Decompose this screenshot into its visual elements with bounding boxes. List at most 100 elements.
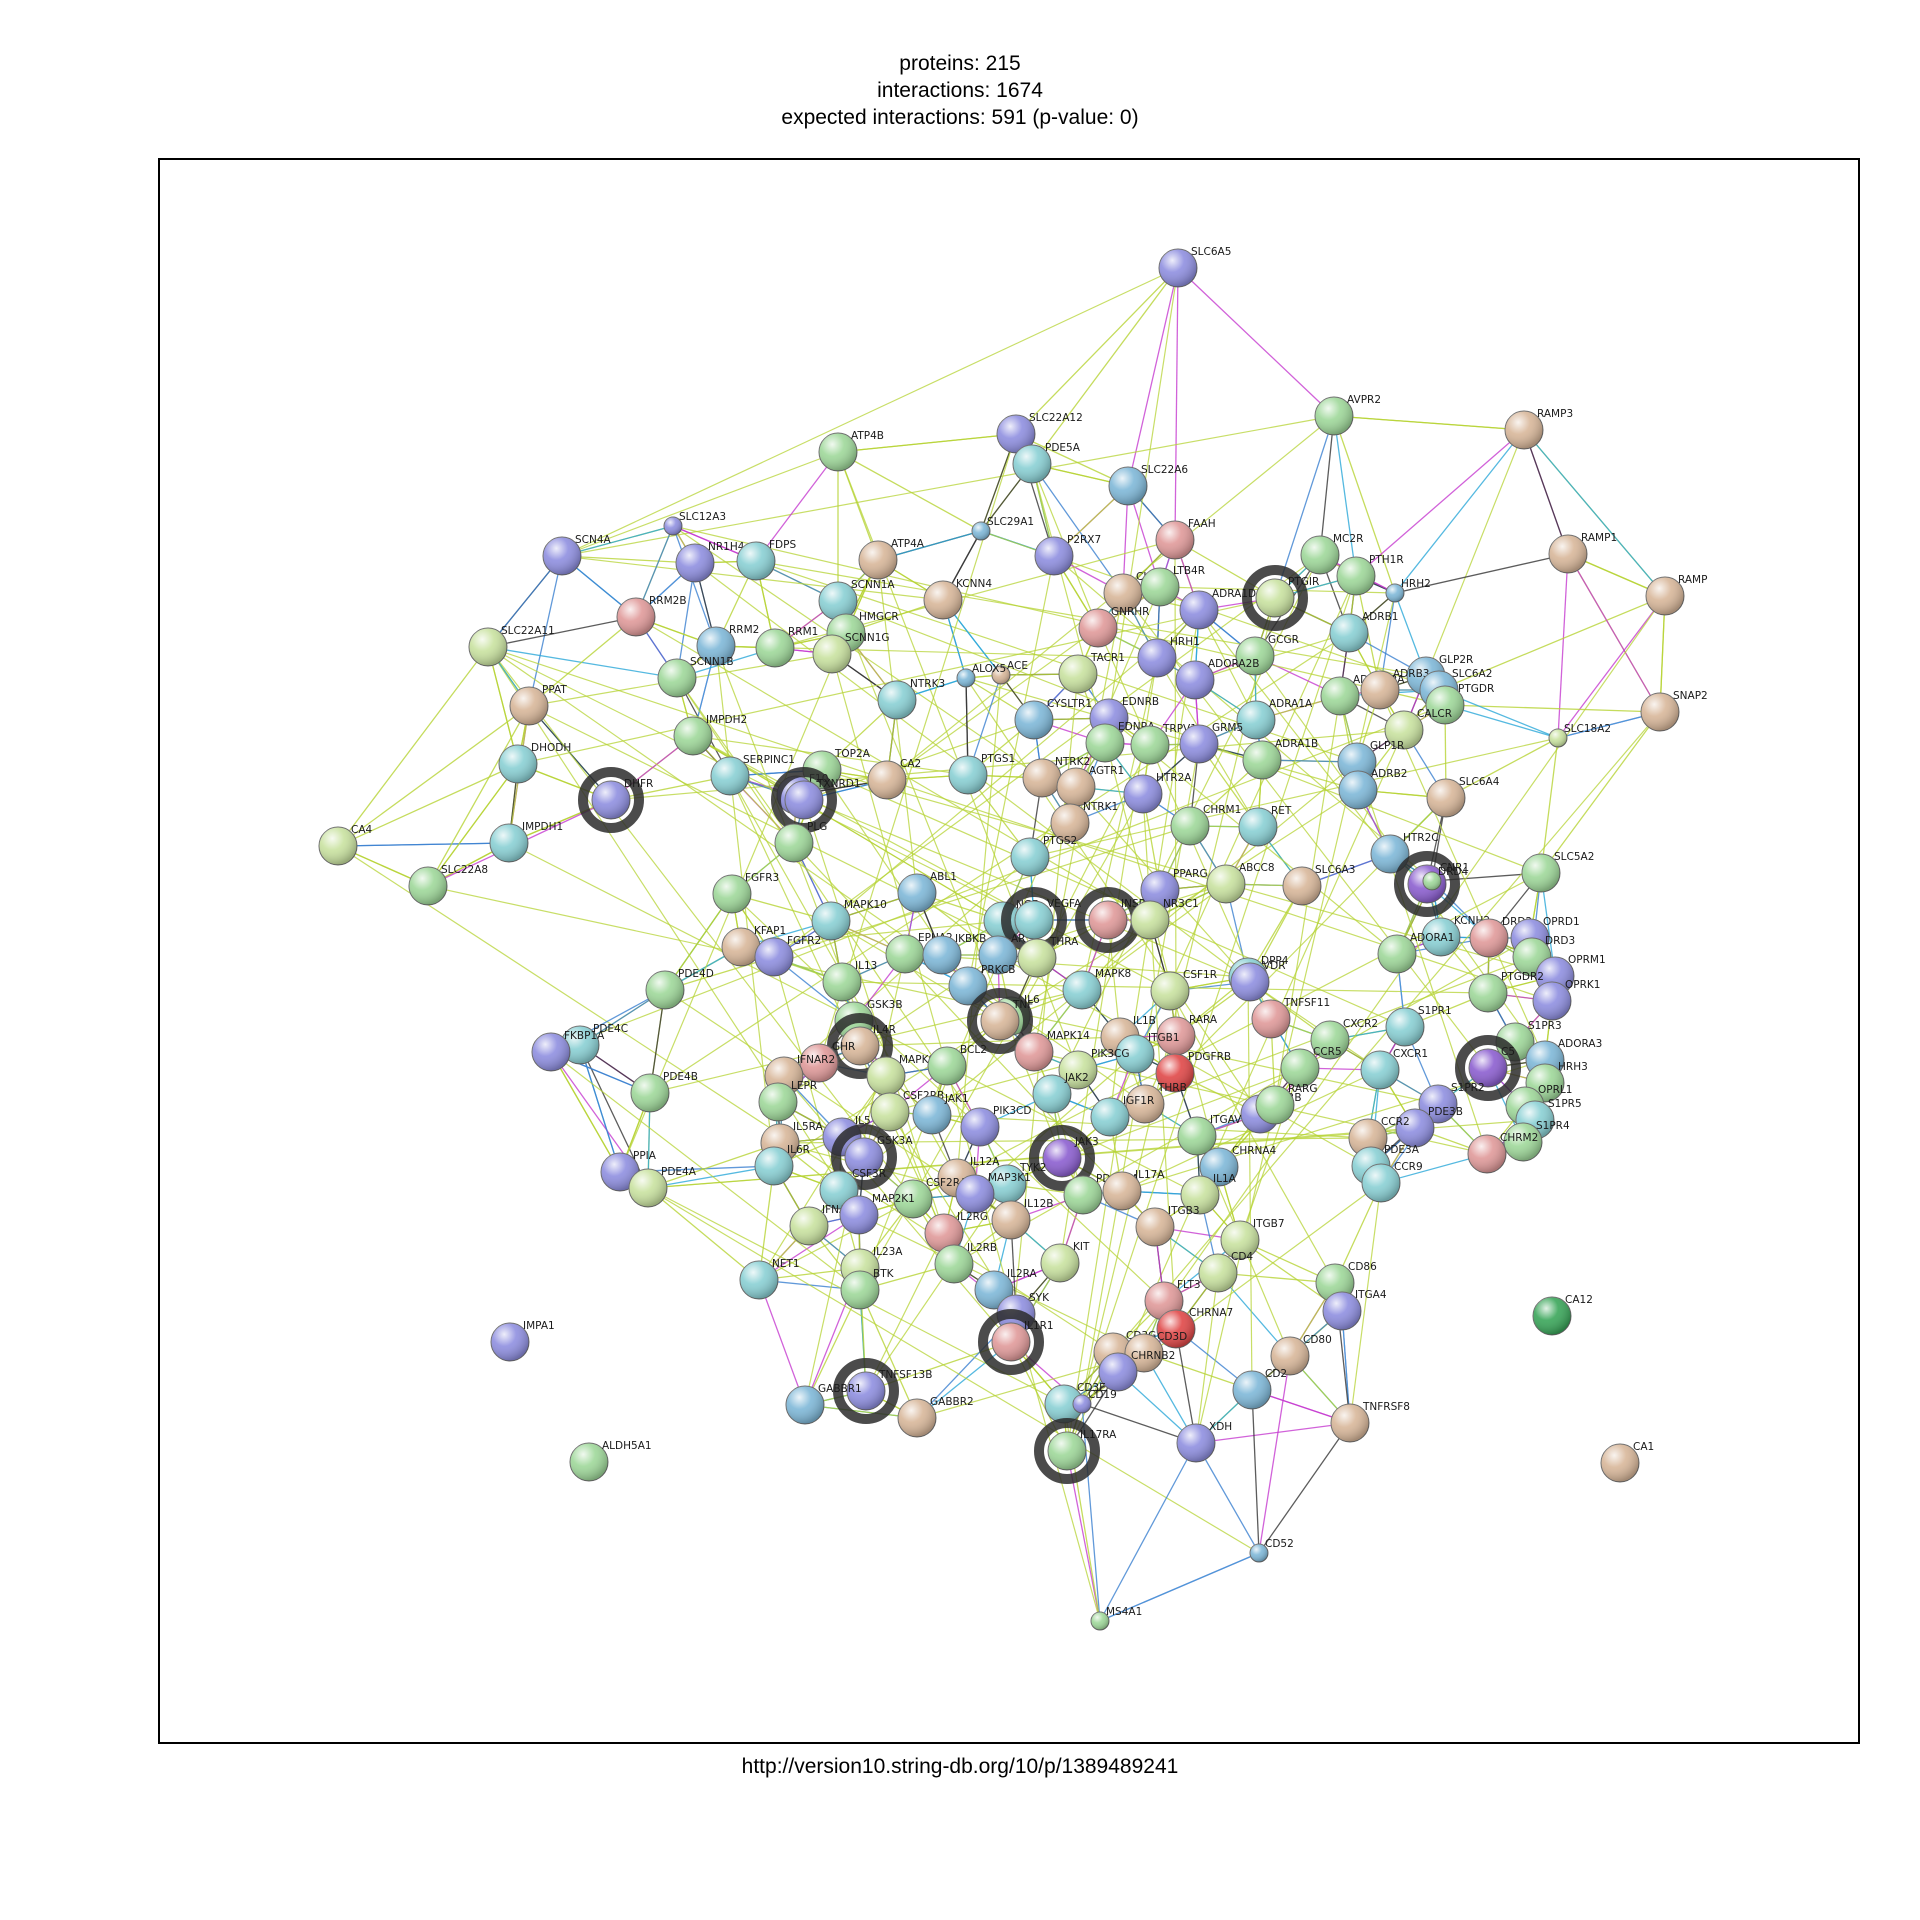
protein-node-hrh1[interactable]: HRH1	[1137, 636, 1200, 678]
protein-node-chrna7[interactable]: CHRNA7	[1156, 1307, 1233, 1349]
protein-node-ret[interactable]: RET	[1238, 805, 1292, 847]
protein-node-cd80[interactable]: CD80	[1270, 1334, 1332, 1376]
protein-node-alox5[interactable]: ALOX5	[956, 663, 1006, 688]
protein-node-gabbr1[interactable]: GABBR1	[785, 1383, 862, 1425]
protein-node-il17a[interactable]: IL17A	[1102, 1169, 1165, 1211]
protein-node-tacr1[interactable]: TACR1	[1058, 652, 1125, 694]
protein-node-ptgdr2[interactable]: PTGDR2	[1468, 971, 1544, 1013]
protein-node-pde4b[interactable]: PDE4B	[630, 1071, 698, 1113]
protein-node-cd4[interactable]: CD4	[1198, 1251, 1253, 1293]
protein-node-bcl2[interactable]: BCL2	[927, 1044, 987, 1086]
protein-node-cxcr2[interactable]: CXCR2	[1310, 1018, 1378, 1060]
protein-node-serpinc1[interactable]: SERPINC1	[710, 754, 795, 796]
protein-node-slc22a11[interactable]: SLC22A11	[468, 625, 555, 667]
protein-node-fgfr3[interactable]: FGFR3	[712, 872, 779, 914]
protein-node-pde4a[interactable]: PDE4A	[628, 1166, 697, 1208]
protein-node-glp1r[interactable]: GLP1R	[1337, 740, 1404, 782]
protein-node-faah[interactable]: FAAH	[1155, 518, 1216, 560]
protein-node-rarg[interactable]: RARG	[1255, 1083, 1318, 1125]
protein-node-itgav[interactable]: ITGAV	[1177, 1114, 1242, 1156]
protein-node-ghr[interactable]: GHR	[799, 1041, 855, 1083]
protein-node-adora1[interactable]: ADORA1	[1377, 932, 1454, 974]
protein-node-itga4[interactable]: ITGA4	[1322, 1289, 1387, 1331]
protein-node-gcgr[interactable]: GCGR	[1235, 634, 1299, 676]
protein-node-prkcb[interactable]: PRKCB	[948, 964, 1015, 1006]
protein-node-ca2[interactable]: CA2	[867, 758, 921, 800]
protein-node-mapk8[interactable]: MAPK8	[1062, 968, 1131, 1010]
protein-node-kfap1[interactable]: KFAP1	[721, 925, 786, 967]
protein-node-ramp1[interactable]: RAMP1	[1548, 532, 1617, 574]
protein-node-adrb1[interactable]: ADRB1	[1329, 611, 1398, 653]
protein-node-fdps[interactable]: FDPS	[736, 539, 796, 581]
protein-node-map3k1[interactable]: MAP3K1	[955, 1172, 1031, 1214]
protein-node-scnn1a[interactable]: SCNN1A	[818, 579, 895, 621]
protein-node-thra[interactable]: THRA	[1017, 936, 1079, 978]
protein-node-atp4a[interactable]: ATP4A	[858, 538, 925, 580]
protein-node-top2a[interactable]: TOP2A	[802, 748, 871, 790]
protein-node-s1pr5[interactable]: S1PR5	[1515, 1098, 1582, 1140]
protein-node-adora2b[interactable]: ADORA2B	[1175, 658, 1259, 700]
protein-node-pik3cd[interactable]: PIK3CD	[960, 1105, 1031, 1147]
protein-node-adra1b[interactable]: ADRA1B	[1242, 738, 1318, 780]
protein-node-adrb3[interactable]: ADRB3	[1360, 668, 1429, 710]
protein-node-kit[interactable]: KIT	[1040, 1241, 1090, 1283]
protein-node-pde4d[interactable]: PDE4D	[645, 968, 714, 1010]
protein-node-vdr[interactable]: VDR	[1230, 960, 1286, 1002]
protein-node-il6r[interactable]: IL6R	[754, 1144, 810, 1186]
protein-node-il12b[interactable]: IL12B	[991, 1198, 1054, 1240]
protein-node-chrna4[interactable]: CHRNA4	[1199, 1145, 1277, 1187]
protein-node-gabbr2[interactable]: GABBR2	[897, 1396, 974, 1438]
protein-node-mapk10[interactable]: MAPK10	[811, 899, 887, 941]
protein-node-il13[interactable]: IL13	[822, 960, 877, 1002]
protein-node-gsk3a[interactable]: GSK3A	[831, 1124, 913, 1190]
protein-node-tnfsf11[interactable]: TNFSF11	[1251, 997, 1330, 1039]
protein-node-ca12[interactable]: CA12	[1532, 1294, 1593, 1336]
protein-node-ptgs2[interactable]: PTGS2	[1010, 835, 1077, 877]
protein-node-pde5a[interactable]: PDE5A	[1012, 442, 1081, 484]
protein-node-mc2r[interactable]: MC2R	[1300, 533, 1363, 575]
protein-node-calcr[interactable]: CALCR	[1384, 708, 1452, 750]
protein-node-ms4a1[interactable]: MS4A1	[1090, 1606, 1142, 1631]
protein-node-slc6a3[interactable]: SLC6A3	[1282, 864, 1355, 906]
protein-node-slc22a12[interactable]: SLC22A12	[996, 412, 1083, 454]
protein-node-igf1r[interactable]: IGF1R	[1090, 1095, 1154, 1137]
protein-node-net1[interactable]: NET1	[739, 1258, 800, 1300]
protein-node-scnn1b[interactable]: SCNN1B	[657, 656, 734, 698]
protein-node-ntrk3[interactable]: NTRK3	[877, 678, 945, 720]
protein-node-abl1[interactable]: ABL1	[897, 871, 957, 913]
protein-node-snap2[interactable]: SNAP2	[1640, 690, 1708, 732]
protein-node-mapk9[interactable]: MAPK9	[866, 1054, 935, 1096]
protein-node-il2rg[interactable]: IL2RG	[924, 1211, 988, 1253]
protein-node-cd19[interactable]: CD19	[1072, 1389, 1117, 1414]
protein-node-s1pr2[interactable]: S1PR2	[1418, 1082, 1485, 1124]
protein-node-htr2c[interactable]: HTR2C	[1370, 832, 1439, 874]
protein-node-ikbkb[interactable]: IKBKB	[922, 933, 986, 975]
protein-node-slc5a2[interactable]: SLC5A2	[1521, 851, 1594, 893]
protein-node-cd3e[interactable]: CD3E	[1044, 1382, 1106, 1424]
protein-node-ptgdr[interactable]: PTGDR	[1425, 683, 1494, 725]
protein-node-impdh1[interactable]: IMPDH1	[489, 821, 563, 863]
protein-node-s1pr4[interactable]: S1PR4	[1503, 1120, 1570, 1162]
protein-node-grm5[interactable]: GRM5	[1179, 722, 1243, 764]
protein-node-fgfr2[interactable]: FGFR2	[754, 935, 821, 977]
protein-node-xdh[interactable]: XDH	[1176, 1421, 1232, 1463]
protein-node-pde3b[interactable]: PDE3B	[1395, 1106, 1463, 1148]
protein-node-trpv1[interactable]: TRPV1	[1130, 723, 1197, 765]
protein-node-rara[interactable]: RARA	[1156, 1014, 1218, 1056]
protein-node-jak3[interactable]: JAK3	[1029, 1125, 1099, 1191]
protein-node-jak1[interactable]: JAK1	[912, 1093, 969, 1135]
protein-node-cd2[interactable]: CD2	[1232, 1368, 1287, 1410]
protein-node-rrm1[interactable]: RRM1	[755, 626, 818, 668]
protein-node-lepr[interactable]: LEPR	[758, 1080, 817, 1122]
protein-node-btk[interactable]: BTK	[840, 1268, 895, 1310]
protein-node-scn4a[interactable]: SCN4A	[542, 534, 612, 576]
protein-node-map2k1[interactable]: MAP2K1	[839, 1193, 915, 1235]
protein-node-mapk14[interactable]: MAPK14	[1014, 1030, 1090, 1072]
protein-node-ccr5[interactable]: CCR5	[1280, 1046, 1342, 1088]
protein-node-slc6a5[interactable]: SLC6A5	[1158, 246, 1231, 288]
protein-node-itgb7[interactable]: ITGB7	[1220, 1218, 1285, 1260]
protein-node-ntrk2[interactable]: NTRK2	[1022, 756, 1090, 798]
protein-node-il17ra[interactable]: IL17RA	[1034, 1418, 1117, 1484]
protein-node-oprk1[interactable]: OPRK1	[1532, 979, 1600, 1021]
